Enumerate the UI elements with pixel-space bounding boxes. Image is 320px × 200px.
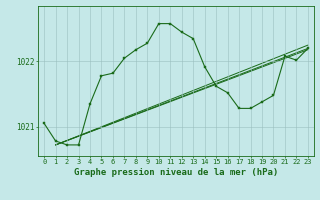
X-axis label: Graphe pression niveau de la mer (hPa): Graphe pression niveau de la mer (hPa): [74, 168, 278, 177]
